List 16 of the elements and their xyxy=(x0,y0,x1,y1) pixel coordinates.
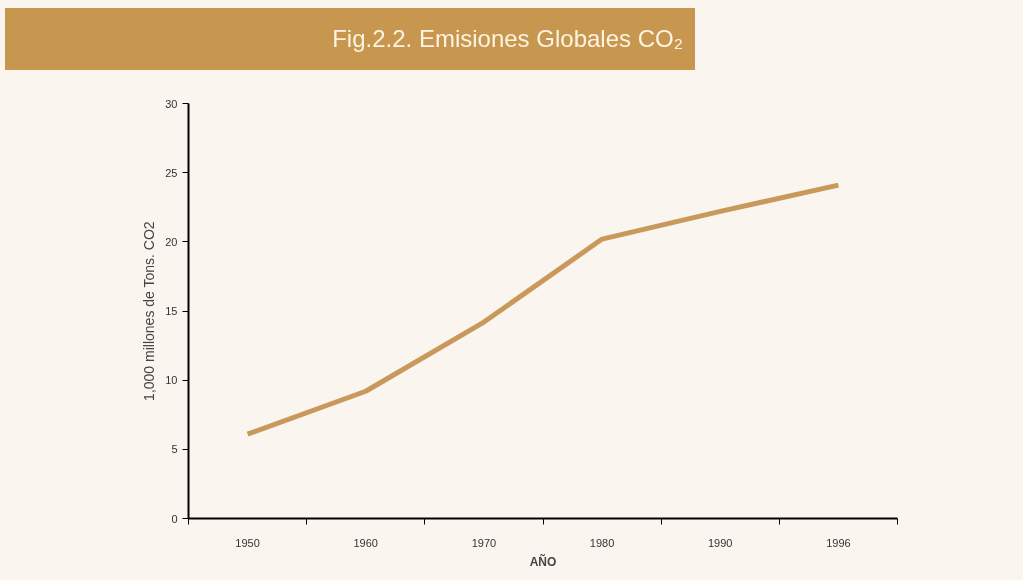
y-tick-label: 25 xyxy=(165,166,178,179)
x-axis-title: AÑO xyxy=(529,553,557,569)
y-tick-label: 0 xyxy=(171,512,178,525)
y-tick-label: 10 xyxy=(165,374,178,387)
x-tick-label: 1970 xyxy=(471,536,497,549)
y-tick-label: 30 xyxy=(165,97,178,110)
y-tick-label: 20 xyxy=(165,235,178,248)
chart-title: Fig.2.2. Emisiones Globales CO₂ xyxy=(5,8,695,70)
x-tick-label: 1996 xyxy=(826,536,851,549)
x-tick-label: 1990 xyxy=(708,536,733,549)
y-axis-title: 1,000 millones de Tons. CO2 xyxy=(141,221,158,401)
y-tick-label: 15 xyxy=(165,305,178,317)
x-tick-label: 1980 xyxy=(589,536,615,549)
x-tick-label: 1960 xyxy=(353,536,378,549)
x-tick-label: 1950 xyxy=(235,536,260,549)
y-tick-label: 5 xyxy=(171,443,178,456)
